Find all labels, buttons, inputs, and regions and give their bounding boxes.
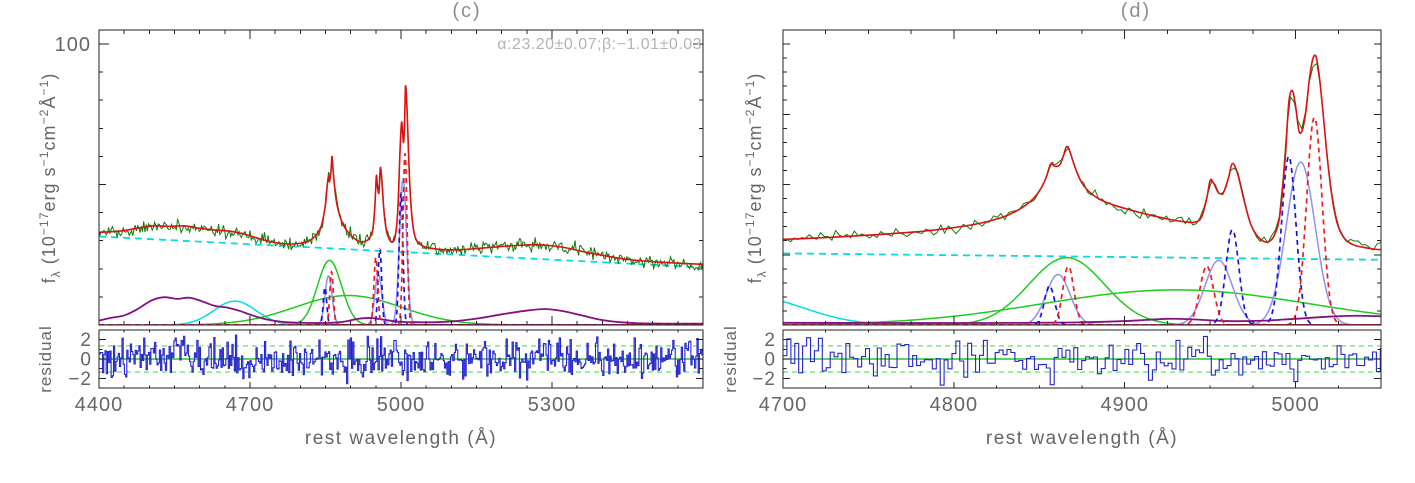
intermediate-component-curve-1-d (783, 259, 1381, 325)
residual-tick-label: 2 (80, 330, 92, 351)
x-tick-label: 5000 (377, 394, 426, 416)
model-fit-curve-c (99, 85, 703, 266)
feii-template-curve-d (783, 314, 1381, 324)
panel-d-title: (d) (1120, 0, 1152, 22)
observed-spectrum-curve-c (99, 90, 703, 272)
axis-label-part: ) (745, 72, 766, 80)
flux-axis-label-d: fλ (10−17erg s−1cm−2Å−1) (743, 73, 769, 284)
powerlaw-fit-annotation: α:23.20±0.07;β:−1.01±0.03 (497, 36, 702, 53)
residual-tick-label: −2 (752, 369, 776, 390)
x-tick-label: 4400 (75, 394, 124, 416)
x-tick-label: 4700 (226, 394, 275, 416)
axis-label-part: f (39, 277, 60, 284)
main-plot-frame-d (782, 29, 1382, 326)
x-tick-label: 4900 (1100, 394, 1149, 416)
narrow-wing-component-curve-0-d (783, 265, 1381, 325)
heii-broad-curve-0-c (99, 300, 703, 325)
narrow-wing-component-curve-2-c (99, 152, 703, 325)
axis-label-part: (10 (39, 235, 60, 271)
residual-tick-label: −2 (68, 369, 92, 390)
axis-label-part: −17 (743, 211, 758, 236)
flux-axis-label-c: fλ (10−17erg s−1cm−2Å−1) (37, 73, 63, 284)
x-tick-label: 4700 (759, 394, 808, 416)
axis-label-part: −1 (37, 150, 52, 167)
residual-trace-c (99, 333, 703, 385)
residual-tick-label: 0 (764, 350, 776, 371)
residual-trace-d (783, 335, 1381, 386)
axis-label-part: −1 (743, 79, 758, 96)
x-tick-label: 4800 (930, 394, 979, 416)
powerlaw-continuum-curve-d (783, 252, 1381, 261)
axis-label-part: Å (745, 95, 766, 109)
x-tick-label: 5000 (1271, 394, 1320, 416)
axis-label-part: −1 (743, 150, 758, 167)
residual-axis-label-d: residual (721, 325, 740, 393)
x-axis-label-d: rest wavelength (Å) (985, 428, 1179, 449)
residual-tick-label: 2 (764, 330, 776, 351)
axis-label-part: f (745, 277, 766, 284)
axis-label-part: ) (39, 72, 60, 80)
axis-label-part: λ (754, 270, 769, 278)
model-fit-curve-d (783, 54, 1381, 251)
axis-label-part: erg s (39, 166, 60, 212)
axis-label-part: cm (745, 124, 766, 151)
axis-label-part: −2 (37, 108, 52, 125)
residual-axis-label-c: residual (36, 325, 55, 393)
intermediate-component-curve-0-d (783, 273, 1381, 325)
axis-label-part: −17 (37, 211, 52, 236)
narrow-core-component-curve-2-d (783, 155, 1381, 325)
axis-label-part: λ (48, 270, 63, 278)
intermediate-component-curve-2-d (783, 161, 1381, 325)
axis-label-part: −2 (743, 108, 758, 125)
narrow-wing-component-curve-1-d (783, 265, 1381, 325)
residual-tick-label: 0 (80, 350, 92, 371)
feii-template-curve-c (99, 296, 703, 325)
x-tick-label: 5300 (528, 394, 577, 416)
broad-component-curve-1-d (783, 289, 1381, 325)
broad-component-curve-0-d (783, 256, 1381, 325)
panel-c-title: (c) (452, 0, 482, 22)
axis-label-part: −1 (37, 79, 52, 96)
narrow-wing-component-curve-2-d (783, 116, 1381, 325)
axis-label-part: Å (39, 95, 60, 109)
y-tick-label: 100 (55, 34, 91, 56)
axis-label-part: cm (39, 124, 60, 151)
powerlaw-continuum-curve-c (99, 235, 703, 269)
axis-label-part: erg s (745, 166, 766, 212)
narrow-core-component-curve-2-c (99, 192, 703, 325)
narrow-core-component-curve-1-d (783, 229, 1381, 325)
x-axis-label-c: rest wavelength (Å) (304, 428, 498, 449)
axis-label-part: (10 (745, 235, 766, 271)
